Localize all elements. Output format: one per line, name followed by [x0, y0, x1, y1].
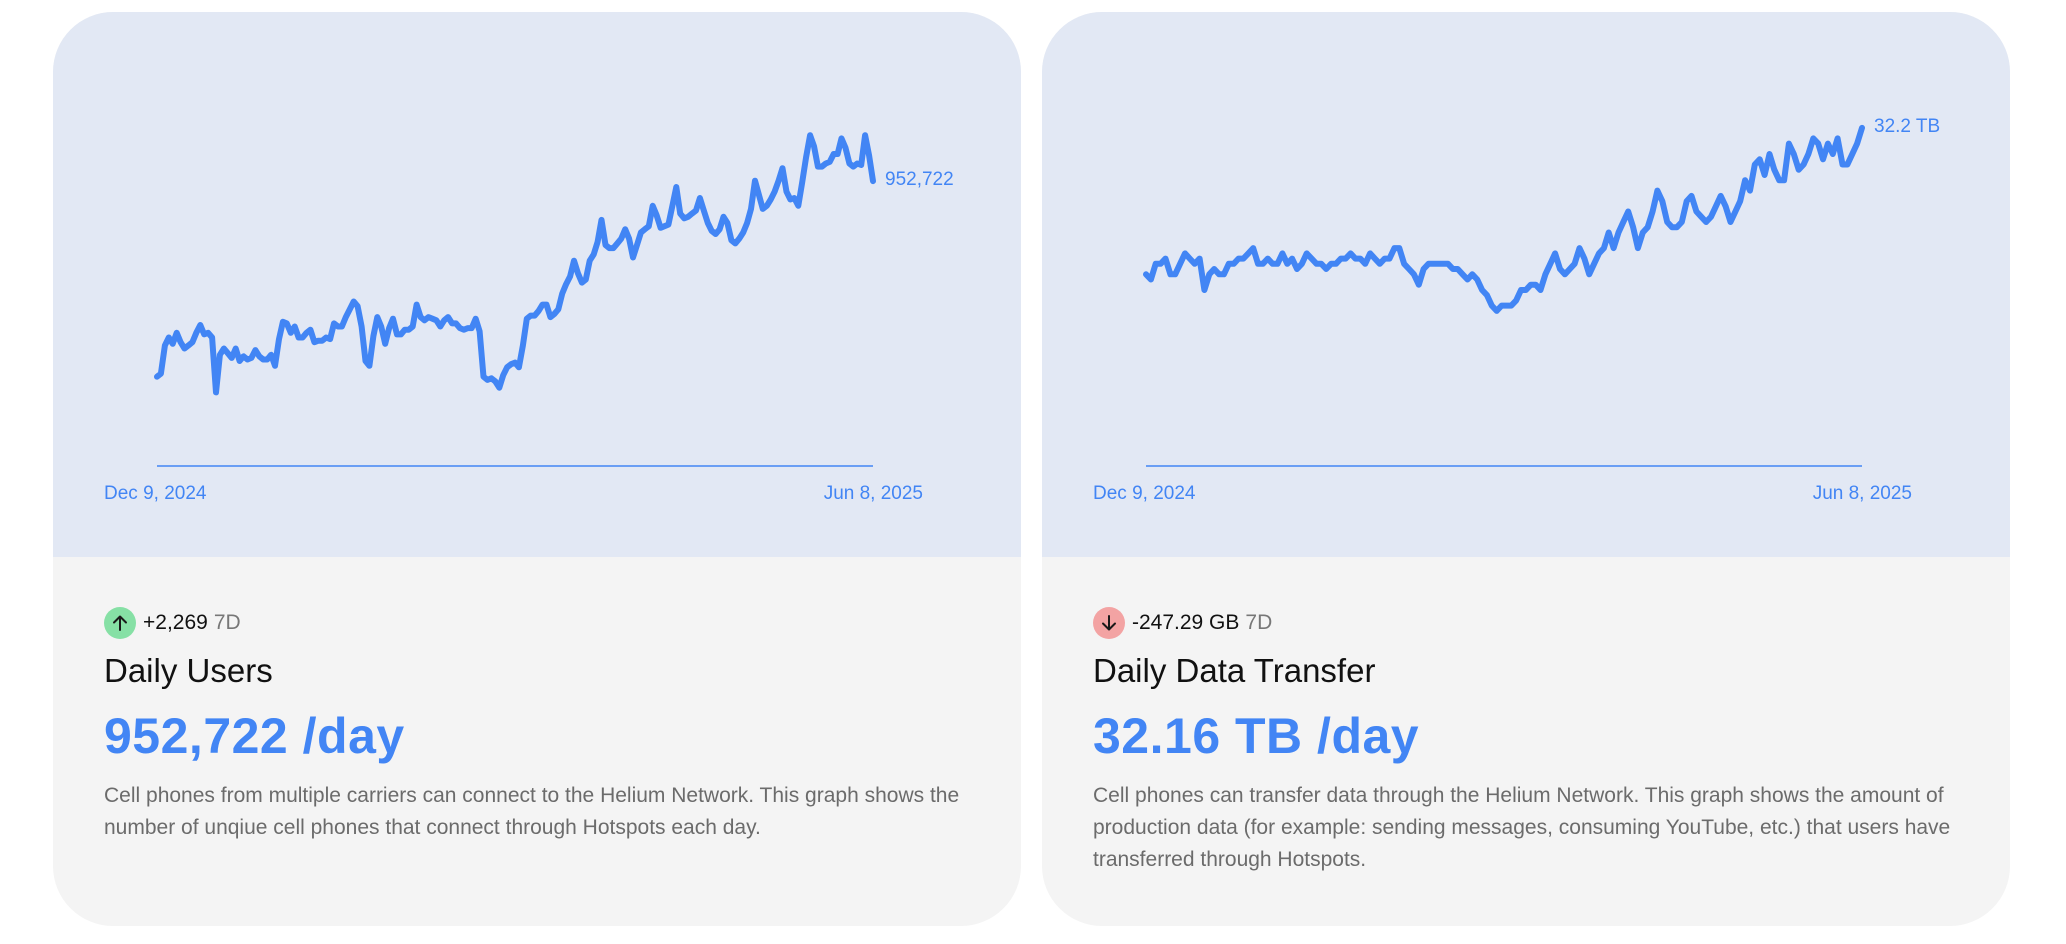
- chart-start-date: Dec 9, 2024: [104, 483, 207, 504]
- card-title: Daily Users: [104, 652, 273, 689]
- daily-data-transfer-chart: 32.2 TB Dec 9, 2024 Jun 8, 2025: [1042, 12, 2010, 557]
- daily-data-transfer-card: 32.2 TB Dec 9, 2024 Jun 8, 2025 -247.29 …: [1042, 12, 2010, 926]
- weekly-change: +2,269 7D: [104, 606, 241, 640]
- arrow-down-icon: [1093, 607, 1125, 639]
- card-metric: 952,722 /day: [104, 708, 405, 764]
- daily-users-chart: 952,722 Dec 9, 2024 Jun 8, 2025: [53, 12, 1021, 557]
- daily-data-transfer-line-chart: [1143, 124, 1865, 467]
- series-line: [154, 132, 876, 396]
- daily-users-end-value-label: 952,722: [885, 169, 954, 191]
- card-metric: 32.16 TB /day: [1093, 708, 1420, 764]
- change-period: 7D: [1245, 611, 1273, 634]
- chart-end-date: Jun 8, 2025: [1812, 483, 1912, 504]
- change-value: -247.29 GB: [1132, 611, 1240, 634]
- arrow-up-icon: [104, 607, 136, 639]
- chart-start-date: Dec 9, 2024: [1093, 483, 1196, 504]
- chart-end-date: Jun 8, 2025: [823, 483, 923, 504]
- change-period: 7D: [213, 611, 241, 634]
- card-description: Cell phones can transfer data through th…: [1093, 784, 1951, 871]
- daily-users-card: 952,722 Dec 9, 2024 Jun 8, 2025 +2,269 7…: [53, 12, 1021, 926]
- series-line: [1143, 124, 1865, 314]
- change-value: +2,269: [143, 611, 208, 634]
- card-title: Daily Data Transfer: [1093, 652, 1376, 689]
- data-transfer-end-value-label: 32.2 TB: [1874, 115, 1941, 137]
- daily-users-line-chart: [154, 132, 876, 467]
- weekly-change: -247.29 GB 7D: [1093, 606, 1272, 640]
- card-description: Cell phones from multiple carriers can c…: [104, 784, 960, 839]
